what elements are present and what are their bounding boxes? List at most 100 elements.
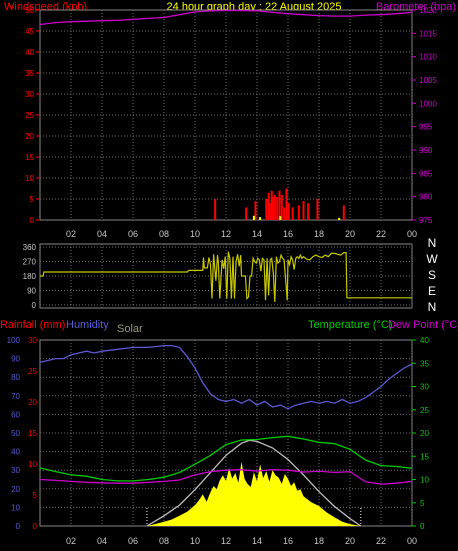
- temperature-tick: 5: [420, 499, 425, 508]
- x-tick-label: 18: [314, 229, 324, 239]
- windspeed-bar: [342, 205, 345, 220]
- windspeed-bar: [270, 190, 273, 220]
- temperature-label: Temperature (°C): [308, 319, 392, 331]
- rainfall-tick: 25: [28, 367, 37, 376]
- x-tick-label: 02: [66, 229, 76, 239]
- humidity-tick: 70: [11, 392, 20, 401]
- barometer-tick: 1015: [419, 29, 437, 38]
- windspeed-bar: [273, 194, 276, 220]
- humidity-tick: 90: [11, 355, 20, 364]
- dewpoint-label: Dew Point (°C): [388, 319, 458, 331]
- temperature-tick: 0: [420, 522, 425, 531]
- humidity-label: Humidity: [66, 319, 109, 331]
- temperature-tick: 30: [420, 383, 429, 392]
- gust-bar: [279, 216, 282, 220]
- barometer-tick: 995: [419, 123, 433, 132]
- barometer-tick: 980: [419, 193, 433, 202]
- humidity-tick: 100: [7, 336, 21, 345]
- gust-bar: [338, 217, 341, 220]
- direction-tick: 270: [23, 258, 37, 267]
- direction-tick: 180: [23, 272, 37, 281]
- windspeed-bar: [278, 190, 281, 220]
- temperature-tick: 25: [420, 406, 429, 415]
- windspeed-tick: 45: [25, 27, 34, 36]
- windspeed-tick: 5: [30, 195, 35, 204]
- barometer-tick: 1010: [419, 53, 437, 62]
- direction-tick: 0: [32, 301, 37, 310]
- x-tick-label: 00: [407, 536, 417, 546]
- windspeed-bar: [276, 196, 279, 220]
- temperature-tick: 20: [420, 429, 429, 438]
- compass-label: N: [428, 236, 437, 250]
- rain-humidity-solar-temp-panel: 0 10 20 30 40 50 60 70 80 90 100 0 5 10 15 20 25 30 0 5 10…: [7, 336, 430, 546]
- x-tick-label: 22: [376, 229, 386, 239]
- barometer-tick: 985: [419, 169, 433, 178]
- windspeed-bar: [267, 192, 270, 220]
- dewpoint-line: [39, 469, 413, 485]
- x-tick-label: 12: [221, 536, 231, 546]
- temperature-tick: 15: [420, 452, 429, 461]
- humidity-tick: 60: [11, 410, 20, 419]
- windspeed-bar: [283, 207, 286, 220]
- x-tick-label: 16: [283, 229, 293, 239]
- rainfall-tick: 5: [33, 491, 38, 500]
- wind-direction-line: [40, 251, 412, 302]
- windspeed-bar: [287, 203, 290, 220]
- rainfall-tick: 30: [28, 336, 37, 345]
- barometer-tick: 975: [419, 216, 433, 225]
- x-tick-label: 10: [190, 536, 200, 546]
- temperature-tick: 10: [420, 476, 429, 485]
- compass-label: S: [428, 268, 436, 282]
- humidity-tick: 10: [11, 503, 20, 512]
- windspeed-bar: [316, 199, 319, 220]
- humidity-tick: 20: [11, 485, 20, 494]
- x-tick-label: 00: [407, 229, 417, 239]
- compass-label: N: [428, 300, 437, 314]
- rainfall-tick: 15: [28, 429, 37, 438]
- x-tick-label: 12: [221, 229, 231, 239]
- temperature-line: [39, 435, 413, 482]
- direction-tick: 90: [27, 287, 36, 296]
- barometer-tick: 1000: [419, 99, 437, 108]
- windspeed-bar: [245, 207, 248, 220]
- barometer-tick: 1020: [419, 6, 437, 15]
- humidity-tick: 40: [11, 448, 20, 457]
- barometer-line: [39, 9, 413, 26]
- humidity-tick: 50: [11, 429, 20, 438]
- rainfall-tick: 20: [28, 398, 37, 407]
- rainfall-label: Rainfall (mm): [0, 319, 65, 331]
- windspeed-bar: [265, 199, 268, 220]
- windspeed-bar: [297, 205, 300, 220]
- x-tick-label: 18: [314, 536, 324, 546]
- windspeed-bar: [291, 207, 294, 220]
- temperature-tick: 40: [420, 336, 429, 345]
- windspeed-tick: 25: [25, 111, 34, 120]
- windspeed-bar: [302, 201, 305, 220]
- x-tick-label: 08: [159, 229, 169, 239]
- windspeed-bar: [307, 203, 310, 220]
- x-tick-label: 04: [97, 229, 107, 239]
- x-tick-label: 22: [376, 536, 386, 546]
- compass-label: W: [426, 252, 438, 266]
- x-tick-label: 20: [345, 536, 355, 546]
- windspeed-bar: [269, 203, 272, 220]
- x-tick-label: 16: [283, 536, 293, 546]
- windspeed-tick: 15: [25, 153, 34, 162]
- x-tick-label: 06: [128, 229, 138, 239]
- rainfall-tick: 0: [33, 522, 38, 531]
- windspeed-bar: [285, 188, 288, 220]
- gust-bar: [259, 217, 262, 220]
- windspeed-tick: 0: [30, 216, 35, 225]
- windspeed-tick: 10: [25, 174, 34, 183]
- windspeed-bar: [280, 194, 283, 220]
- windspeed-tick: 40: [25, 48, 34, 57]
- x-tick-label: 06: [128, 536, 138, 546]
- windspeed-tick: 35: [25, 69, 34, 78]
- windspeed-tick: 30: [25, 90, 34, 99]
- gust-bar: [252, 215, 255, 220]
- humidity-tick: 30: [11, 466, 20, 475]
- x-tick-label: 08: [159, 536, 169, 546]
